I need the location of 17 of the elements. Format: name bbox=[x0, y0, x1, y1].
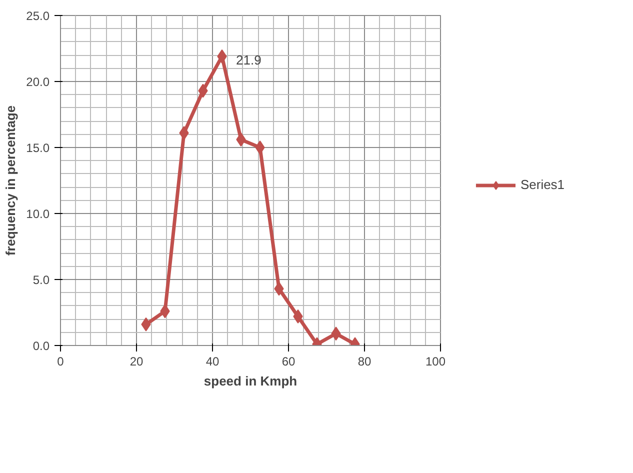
x-axis-title: speed in Kmph bbox=[204, 374, 298, 388]
y-axis-title: frequency in percentage bbox=[3, 105, 18, 256]
x-tick-label: 0 bbox=[57, 354, 64, 368]
x-tick-label: 100 bbox=[425, 354, 446, 368]
x-tick-label: 60 bbox=[282, 354, 296, 368]
point bbox=[255, 140, 265, 154]
annotation: 21.9 bbox=[236, 52, 262, 68]
y-tick-label: 15.0 bbox=[26, 141, 50, 155]
x-tick-label: 20 bbox=[130, 354, 144, 368]
y-tick-label: 10.0 bbox=[26, 207, 50, 221]
x-tick-label: 80 bbox=[358, 354, 372, 368]
legend-label: Series1 bbox=[520, 177, 565, 192]
y-tick-label: 5.0 bbox=[32, 273, 50, 287]
x-tick-label: 40 bbox=[206, 354, 220, 368]
y-tick-label: 25.0 bbox=[26, 9, 50, 23]
y-tick-label: 20.0 bbox=[26, 75, 50, 89]
y-tick-label: 0.0 bbox=[32, 339, 50, 353]
